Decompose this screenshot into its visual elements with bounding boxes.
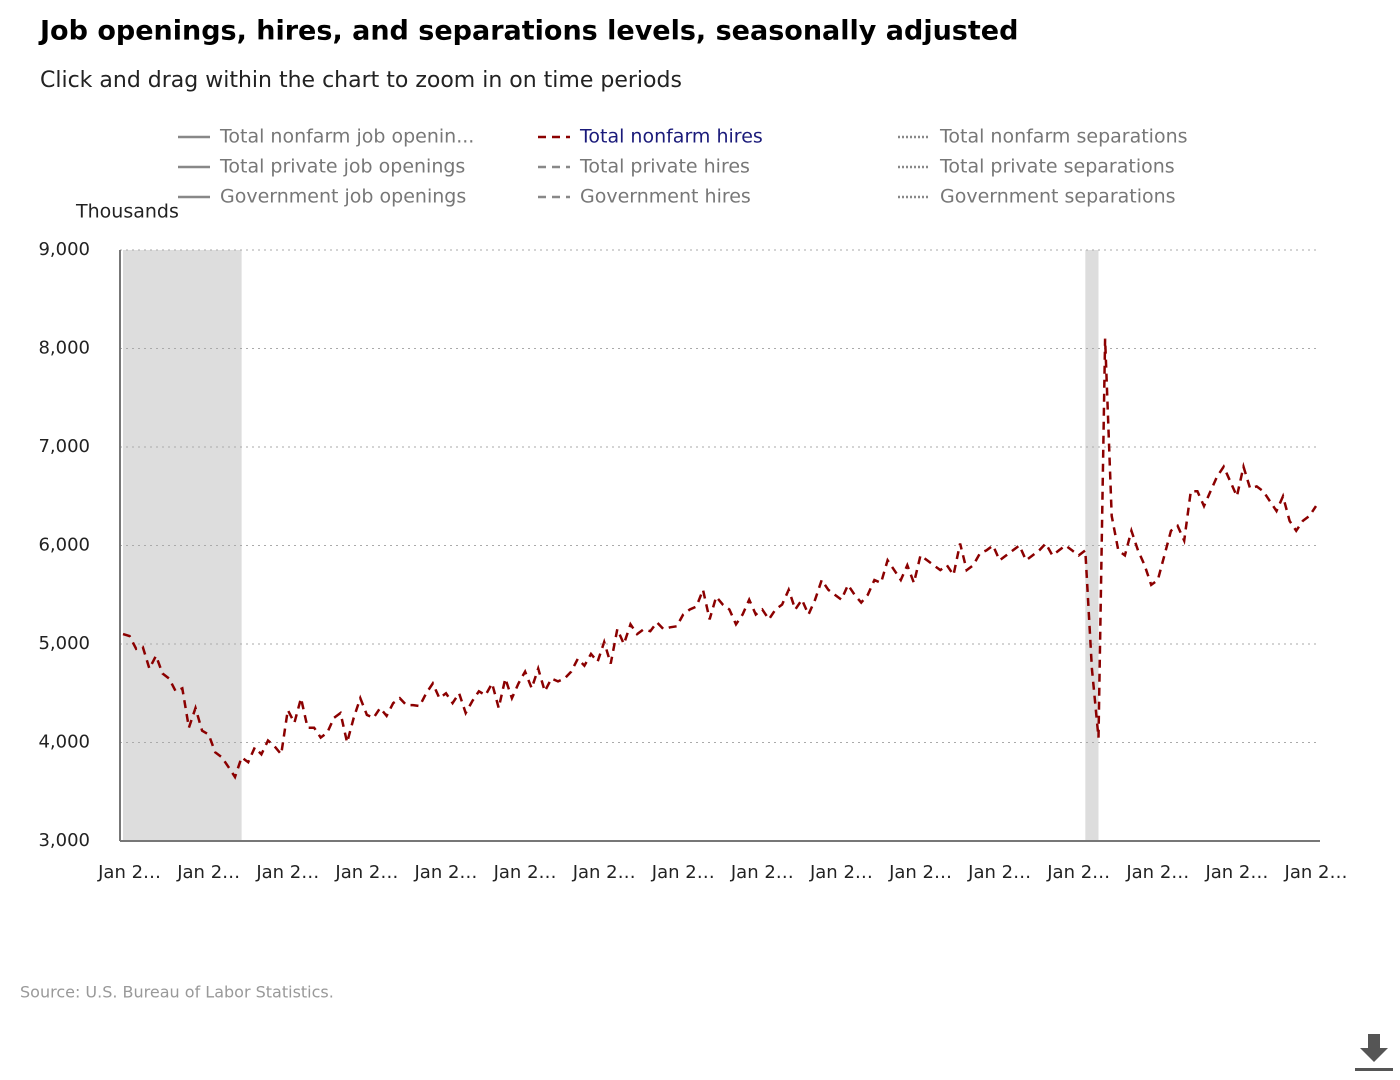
x-tick-label: Jan 2… <box>493 862 557 883</box>
legend-label[interactable]: Total nonfarm hires <box>579 126 763 148</box>
y-tick-label: 7,000 <box>38 436 90 457</box>
download-button[interactable] <box>1352 1030 1396 1074</box>
legend-label[interactable]: Total private separations <box>939 156 1175 178</box>
x-tick-label: Jan 2… <box>1046 862 1110 883</box>
y-tick-label: 9,000 <box>38 239 90 260</box>
x-tick-label: Jan 2… <box>809 862 873 883</box>
legend-item[interactable]: Government separations <box>898 186 1176 208</box>
x-tick-label: Jan 2… <box>255 862 319 883</box>
legend-item[interactable]: Total private hires <box>538 156 750 178</box>
x-tick-label: Jan 2… <box>730 862 794 883</box>
legend-label[interactable]: Total private hires <box>579 156 750 178</box>
download-base[interactable] <box>1355 1068 1393 1071</box>
legend-label[interactable]: Government hires <box>580 186 751 208</box>
legend-item[interactable]: Total nonfarm hires <box>538 126 763 148</box>
x-tick-label: Jan 2… <box>1125 862 1189 883</box>
y-tick-label: 3,000 <box>38 830 90 851</box>
x-tick-label: Jan 2… <box>334 862 398 883</box>
legend-item[interactable]: Total private job openings <box>178 156 465 178</box>
chart-subtitle: Click and drag within the chart to zoom … <box>40 68 682 93</box>
x-tick-label: Jan 2… <box>1204 862 1268 883</box>
legend-item[interactable]: Government hires <box>538 186 751 208</box>
y-tick-label: 8,000 <box>38 338 90 359</box>
x-tick-label: Jan 2… <box>572 862 636 883</box>
legend-item[interactable]: Total nonfarm separations <box>898 126 1188 148</box>
source-note: Source: U.S. Bureau of Labor Statistics. <box>20 983 334 1002</box>
x-tick-label: Jan 2… <box>97 862 161 883</box>
data-line <box>122 338 1318 780</box>
y-tick-label: 4,000 <box>38 732 90 753</box>
chart-title: Job openings, hires, and separations lev… <box>38 16 1018 47</box>
recession-band <box>1085 250 1099 841</box>
x-tick-label: Jan 2… <box>888 862 952 883</box>
y-tick-label: 6,000 <box>38 535 90 556</box>
legend-label[interactable]: Government separations <box>940 186 1176 208</box>
legend-item[interactable]: Total private separations <box>898 156 1175 178</box>
x-tick-label: Jan 2… <box>651 862 715 883</box>
x-tick-label: Jan 2… <box>414 862 478 883</box>
x-tick-label: Jan 2… <box>176 862 240 883</box>
legend-item[interactable]: Government job openings <box>178 186 466 208</box>
legend-label[interactable]: Total nonfarm job openin... <box>219 126 474 148</box>
download-icon[interactable] <box>1360 1034 1388 1062</box>
legend-label[interactable]: Total private job openings <box>219 156 465 178</box>
y-axis-label: Thousands <box>75 201 179 223</box>
legend-label[interactable]: Total nonfarm separations <box>939 126 1188 148</box>
legend-item[interactable]: Total nonfarm job openin... <box>178 126 474 148</box>
legend-label[interactable]: Government job openings <box>220 186 466 208</box>
y-tick-label: 5,000 <box>38 633 90 654</box>
x-tick-label: Jan 2… <box>1284 862 1348 883</box>
x-tick-label: Jan 2… <box>967 862 1031 883</box>
recession-band <box>123 250 242 841</box>
